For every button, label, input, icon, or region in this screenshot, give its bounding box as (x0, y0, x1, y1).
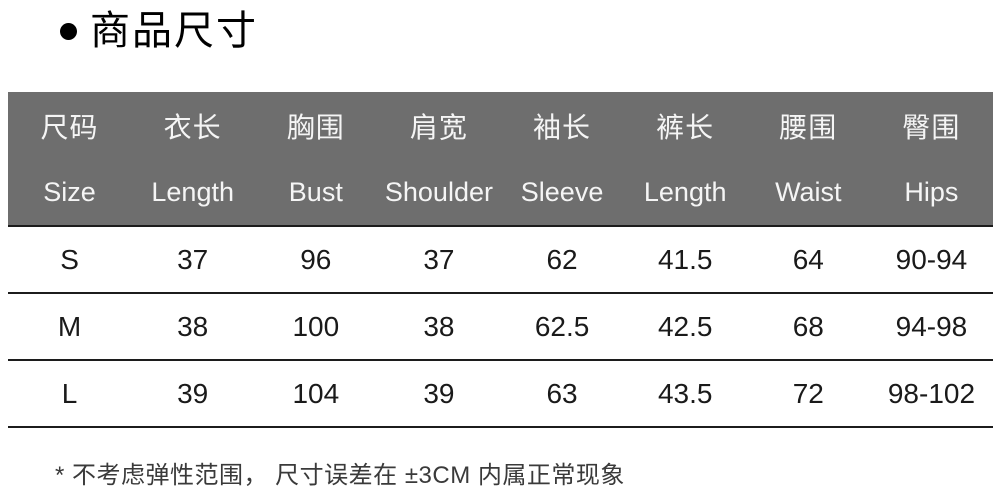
column-header-zh-garment-length: 衣长 (163, 112, 222, 143)
column-header-en-size: Size (43, 177, 96, 207)
cell-shoulder: 37 (423, 243, 455, 275)
column-header-en-garment-length: Length (151, 177, 234, 207)
cell-size: M (57, 310, 82, 342)
cell-garment-length: 38 (177, 310, 209, 342)
column-header-en-shoulder: Shoulder (384, 177, 493, 207)
column-header-en-bust: Bust (288, 177, 343, 207)
table-row-size-l: L 39 104 39 63 43.5 72 98-102 (8, 361, 993, 428)
column-header-en-sleeve: Sleeve (520, 177, 604, 207)
cell-shoulder: 38 (423, 310, 455, 342)
cell-pants-length: 42.5 (657, 310, 713, 342)
page-title-text: 商品尺寸 (90, 9, 258, 53)
column-header-zh-hips: 臀围 (902, 112, 961, 143)
cell-hips: 94-98 (895, 310, 968, 342)
cell-waist: 72 (792, 377, 824, 409)
cell-sleeve: 62.5 (534, 310, 590, 342)
cell-bust: 96 (300, 243, 332, 275)
cell-pants-length: 43.5 (657, 377, 713, 409)
header-row-zh: 尺码 衣长 胸围 肩宽 袖长 裤长 腰围 臀围 (8, 92, 993, 160)
cell-bust: 100 (292, 310, 340, 342)
column-header-zh-shoulder: 肩宽 (409, 112, 468, 143)
cell-pants-length: 41.5 (657, 243, 713, 275)
table-row-size-m: M 38 100 38 62.5 42.5 68 94-98 (8, 294, 993, 361)
table-row-size-s: S 37 96 37 62 41.5 64 90-94 (8, 227, 993, 294)
column-header-zh-pants-length: 裤长 (656, 112, 715, 143)
bullet-icon (60, 22, 77, 40)
cell-garment-length: 37 (177, 243, 209, 275)
cell-bust: 104 (292, 377, 340, 409)
size-table: 尺码 衣长 胸围 肩宽 袖长 裤长 腰围 臀围 Size Length Bust… (8, 92, 993, 428)
page-title: 商品尺寸 (60, 6, 258, 56)
cell-hips: 98-102 (887, 377, 976, 409)
size-table-header: 尺码 衣长 胸围 肩宽 袖长 裤长 腰围 臀围 Size Length Bust… (8, 92, 993, 227)
column-header-zh-size: 尺码 (40, 112, 99, 143)
cell-hips: 90-94 (895, 243, 968, 275)
column-header-en-waist: Waist (775, 177, 842, 207)
cell-shoulder: 39 (423, 377, 455, 409)
column-header-zh-waist: 腰围 (779, 112, 838, 143)
column-header-en-pants-length: Length (643, 177, 727, 207)
cell-sleeve: 62 (546, 243, 578, 275)
tolerance-footnote: * 不考虑弹性范围， 尺寸误差在 ±3CM 内属正常现象 (55, 462, 625, 489)
cell-waist: 64 (792, 243, 824, 275)
cell-garment-length: 39 (177, 377, 209, 409)
cell-sleeve: 63 (546, 377, 578, 409)
cell-size: S (60, 243, 79, 275)
column-header-zh-bust: 胸围 (286, 112, 345, 143)
header-row-en: Size Length Bust Shoulder Sleeve Length … (8, 160, 993, 225)
column-header-zh-sleeve: 袖长 (533, 112, 592, 143)
column-header-en-hips: Hips (904, 177, 959, 207)
cell-size: L (61, 377, 78, 409)
cell-waist: 68 (792, 310, 824, 342)
